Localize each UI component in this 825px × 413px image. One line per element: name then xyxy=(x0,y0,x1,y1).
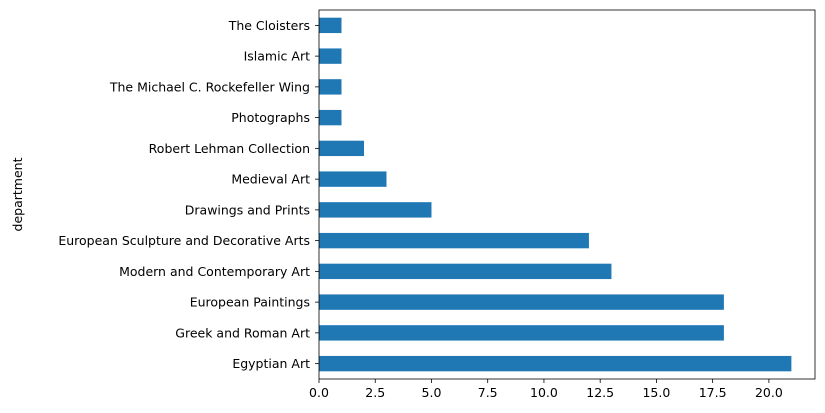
x-tick-label: 12.5 xyxy=(586,385,614,400)
y-axis-label: department xyxy=(10,157,25,231)
bar xyxy=(319,355,792,372)
y-tick-label: Egyptian Art xyxy=(232,356,310,371)
bar xyxy=(319,17,342,34)
bar xyxy=(319,202,432,218)
y-tick-label: Robert Lehman Collection xyxy=(149,141,310,156)
y-tick-label: Drawings and Prints xyxy=(185,202,310,217)
bars-group xyxy=(319,17,792,372)
y-tick-label: Medieval Art xyxy=(231,172,310,187)
y-tick-label: Photographs xyxy=(231,110,310,125)
bar xyxy=(319,232,589,249)
bar xyxy=(319,263,612,280)
bar xyxy=(319,109,342,126)
bar xyxy=(319,140,364,157)
y-tick-label: European Paintings xyxy=(190,295,310,310)
bar xyxy=(319,48,342,64)
bar xyxy=(319,294,724,310)
y-tick-label: The Cloisters xyxy=(228,18,310,33)
x-tick-label: 10.0 xyxy=(530,385,558,400)
x-tick-label: 7.5 xyxy=(478,385,498,400)
x-tick-label: 0.0 xyxy=(309,385,329,400)
bar xyxy=(319,325,724,341)
x-tick-label: 15.0 xyxy=(642,385,670,400)
y-axis-ticks: Egyptian Art Greek and Roman Art European … xyxy=(58,18,319,371)
bar xyxy=(319,171,387,187)
y-tick-label: The Michael C. Rockefeller Wing xyxy=(109,79,310,94)
x-tick-label: 17.5 xyxy=(699,385,727,400)
x-tick-label: 2.5 xyxy=(365,385,385,400)
x-axis-ticks: 0.0 2.5 5.0 7.5 10.0 12.5 15.0 17.5 20.0 xyxy=(309,379,783,400)
y-tick-label: European Sculpture and Decorative Arts xyxy=(58,233,310,248)
bar xyxy=(319,79,342,95)
x-tick-label: 20.0 xyxy=(755,385,783,400)
plot-frame xyxy=(318,9,816,380)
y-tick-label: Greek and Roman Art xyxy=(175,325,310,340)
x-tick-label: 5.0 xyxy=(422,385,442,400)
y-tick-label: Islamic Art xyxy=(244,49,311,64)
y-tick-label: Modern and Contemporary Art xyxy=(119,264,310,279)
